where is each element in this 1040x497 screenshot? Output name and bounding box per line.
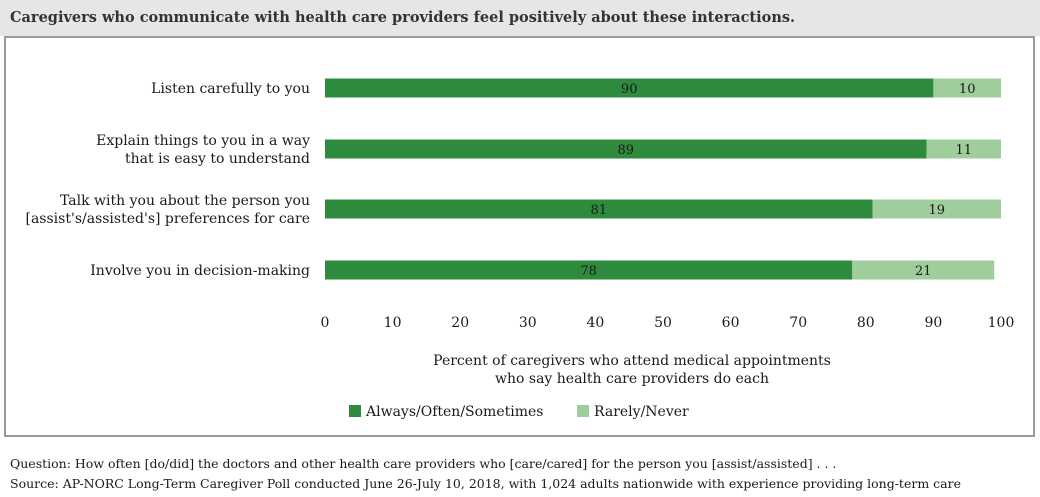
bar-chart: 90 10 89 11 81 19 78 21 Listen carefully to you… [26, 78, 1015, 420]
x-tick-label-8: 80 [857, 315, 875, 331]
x-tick-label-6: 60 [722, 315, 740, 331]
legend-label-0: Always/Often/Sometimes [365, 404, 543, 420]
value-label-always-0: 90 [621, 82, 638, 97]
x-tick-label-3: 30 [519, 315, 537, 331]
bar-rarely-0 [933, 78, 1001, 98]
bar-always-0 [325, 78, 934, 98]
chart-header: Caregivers who communicate with health c… [0, 0, 1040, 36]
bar-always-2 [325, 199, 873, 219]
x-axis-title-line-0: Percent of caregivers who attend medical… [433, 353, 831, 369]
category-label-2-line-0: Talk with you about the person you [60, 193, 310, 209]
x-axis-title-line-1: who say health care providers do each [495, 371, 769, 387]
value-label-always-2: 81 [591, 203, 608, 218]
x-tick-label-9: 90 [924, 315, 942, 331]
value-label-rarely-1: 11 [956, 143, 973, 158]
value-label-rarely-2: 19 [929, 203, 946, 218]
value-label-rarely-0: 10 [959, 82, 976, 97]
category-label-1-line-1: that is easy to understand [125, 151, 310, 167]
x-axis-ticks: 0 10 20 30 40 50 60 70 80 90 100 [321, 315, 1015, 331]
bars-layer: 90 10 89 11 81 19 78 21 [325, 78, 1001, 280]
bar-rarely-2 [872, 199, 1001, 219]
value-label-rarely-3: 21 [915, 264, 932, 279]
category-label-1-line-0: Explain things to you in a way [96, 133, 310, 149]
x-tick-label-2: 20 [451, 315, 469, 331]
x-tick-label-4: 40 [586, 315, 604, 331]
bar-always-3 [325, 260, 853, 280]
x-axis-title: Percent of caregivers who attend medical… [433, 353, 831, 387]
legend-swatch-1 [577, 405, 589, 417]
source-footnote: Source: AP-NORC Long-Term Caregiver Poll… [10, 476, 961, 491]
x-tick-label-5: 50 [654, 315, 672, 331]
category-label-2-line-1: [assist's/assisted's] preferences for ca… [26, 211, 311, 227]
value-label-always-3: 78 [580, 264, 597, 279]
value-label-always-1: 89 [618, 143, 635, 158]
chart-title: Caregivers who communicate with health c… [10, 9, 796, 26]
category-label-3-line-0: Involve you in decision-making [90, 263, 310, 279]
bar-always-1 [325, 139, 927, 159]
legend: Always/Often/Sometimes Rarely/Never [349, 404, 689, 420]
x-tick-label-0: 0 [321, 315, 330, 331]
x-tick-label-1: 10 [384, 315, 402, 331]
chart-panel [4, 36, 1035, 437]
legend-label-1: Rarely/Never [594, 404, 689, 420]
x-tick-label-10: 100 [988, 315, 1015, 331]
x-tick-label-7: 70 [789, 315, 807, 331]
question-footnote: Question: How often [do/did] the doctors… [10, 456, 837, 471]
bar-rarely-1 [926, 139, 1001, 159]
bar-rarely-3 [852, 260, 995, 280]
category-labels: Listen carefully to you Explain things to… [26, 81, 311, 279]
legend-swatch-0 [349, 405, 361, 417]
category-label-0-line-0: Listen carefully to you [151, 81, 310, 97]
